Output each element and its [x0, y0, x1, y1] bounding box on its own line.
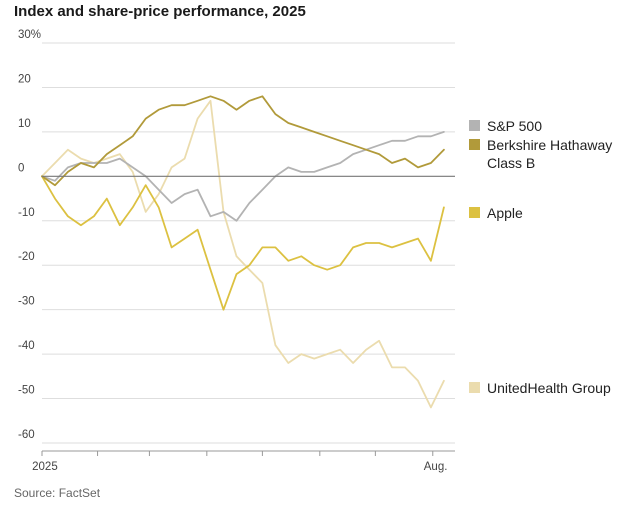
x-tick-label-1: Aug. [424, 461, 448, 473]
y-tick-label-9: -60 [18, 429, 35, 441]
legend-swatch-unitedhealth [469, 382, 480, 393]
y-tick-label-6: -30 [18, 296, 35, 308]
legend-item-apple: Apple [469, 204, 629, 222]
legend-item-unitedhealth: UnitedHealth Group [469, 379, 629, 397]
gridlines [42, 42, 455, 444]
series-line-berkshire [41, 95, 445, 187]
legend-swatch-sp500 [469, 120, 480, 131]
y-tick-label-3: 0 [18, 162, 24, 174]
legend-swatch-berkshire [469, 139, 480, 150]
legend-label-berkshire: Berkshire Hathaway Class B [487, 137, 613, 171]
series-line-sp500 [41, 130, 445, 222]
chart-title: Index and share-price performance, 2025 [14, 3, 306, 20]
x-tick-label-0: 2025 [32, 461, 58, 473]
legend-swatch-apple [469, 207, 480, 218]
legend-label-apple: Apple [487, 205, 523, 221]
source-note: Source: FactSet [14, 486, 101, 500]
legend-item-sp500: S&P 500 [469, 117, 629, 135]
series-lines [41, 95, 455, 409]
series-line-unitedhealth [41, 99, 445, 409]
y-tick-label-0: 30% [18, 29, 41, 41]
y-tick-label-5: -20 [18, 251, 35, 263]
line-chart: 30% 20 10 0 -10 -20 -30 -40 -50 -60 2025 Aug. [18, 29, 455, 473]
y-tick-label-8: -50 [18, 385, 35, 397]
y-tick-label-7: -40 [18, 340, 35, 352]
legend-label-unitedhealth: UnitedHealth Group [487, 380, 611, 396]
y-axis-tick-labels: 30% 20 10 0 -10 -20 -30 -40 -50 -60 [18, 29, 41, 441]
y-tick-label-1: 20 [18, 73, 31, 85]
legend-item-berkshire: Berkshire Hathaway Class B [469, 136, 629, 172]
y-tick-label-4: -10 [18, 207, 35, 219]
legend-label-sp500: S&P 500 [487, 118, 543, 134]
y-tick-label-2: 10 [18, 118, 31, 130]
series-line-apple [41, 175, 445, 311]
x-axis: 2025 Aug. [32, 450, 455, 473]
